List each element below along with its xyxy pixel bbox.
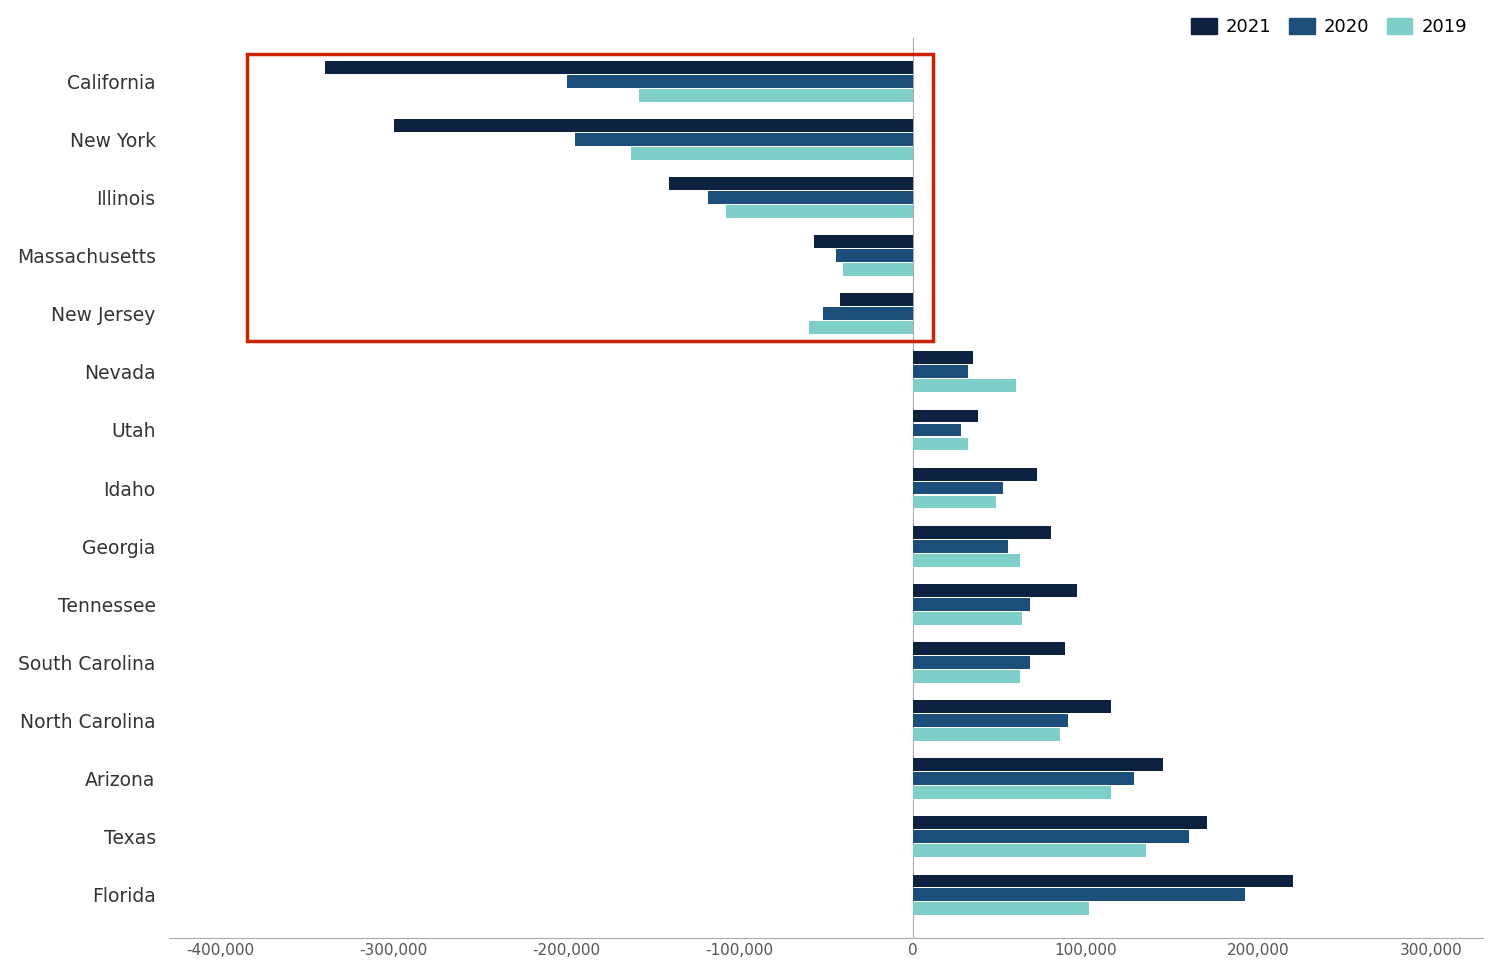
Bar <box>840 293 912 306</box>
Bar <box>837 250 912 262</box>
Bar <box>912 670 1020 682</box>
Bar <box>912 786 1112 799</box>
Bar <box>843 263 912 276</box>
Bar <box>912 584 1077 597</box>
Bar <box>912 772 1134 785</box>
Bar <box>912 714 1068 727</box>
Bar <box>912 700 1112 713</box>
Bar <box>912 495 996 508</box>
Bar <box>567 75 912 88</box>
Bar <box>912 759 1164 771</box>
Bar <box>912 410 978 422</box>
Bar <box>912 831 1190 843</box>
Bar <box>639 89 912 101</box>
Bar <box>912 468 1036 481</box>
Bar <box>708 191 912 204</box>
Bar <box>726 205 912 217</box>
Legend: 2021, 2020, 2019: 2021, 2020, 2019 <box>1184 11 1474 43</box>
Bar <box>912 643 1065 655</box>
Bar <box>815 235 912 248</box>
Bar <box>912 656 1030 669</box>
Bar <box>912 352 974 365</box>
Bar <box>912 540 1008 553</box>
Bar <box>912 844 1146 857</box>
Bar <box>912 903 1089 916</box>
Bar <box>912 875 1293 887</box>
Bar <box>912 366 968 378</box>
Bar <box>912 816 1206 829</box>
Bar <box>393 119 912 132</box>
Bar <box>669 177 912 190</box>
Bar <box>808 322 912 334</box>
Bar <box>912 423 962 437</box>
Bar <box>324 60 912 74</box>
Bar <box>912 379 1017 392</box>
Bar <box>630 147 912 160</box>
Bar <box>576 133 912 146</box>
Bar <box>912 554 1020 566</box>
Bar <box>912 728 1059 741</box>
Bar <box>912 526 1052 538</box>
Bar <box>912 612 1022 625</box>
Bar <box>822 307 912 320</box>
Bar <box>912 438 968 450</box>
Bar <box>912 482 1002 494</box>
Bar <box>246 54 933 341</box>
Bar <box>912 598 1030 610</box>
Bar <box>912 888 1245 901</box>
